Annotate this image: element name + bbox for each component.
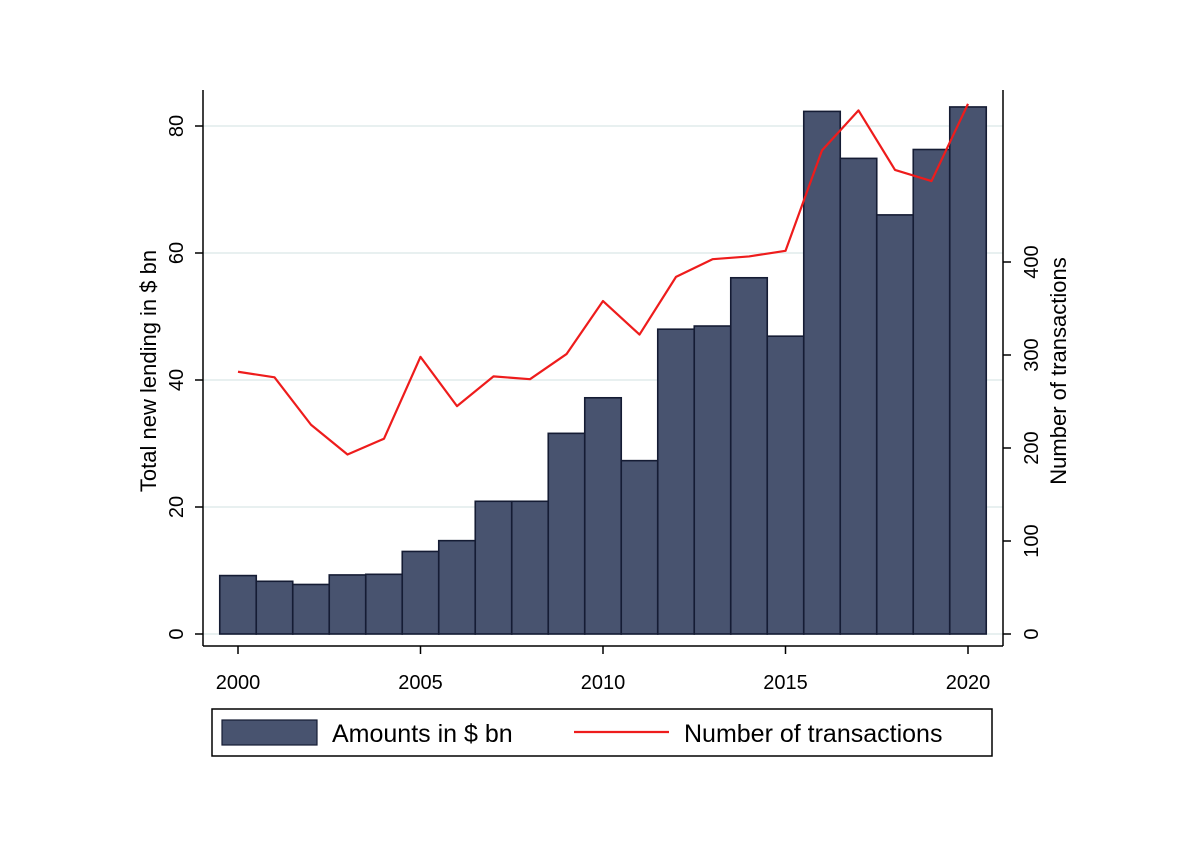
y-axis-right-title: Number of transactions: [1046, 257, 1071, 484]
bar: [658, 329, 695, 634]
bar: [950, 107, 987, 634]
x-tick-label: 2010: [581, 672, 626, 694]
bar: [840, 158, 877, 634]
y-right-tick-label: 0: [1021, 628, 1043, 639]
bar-series: [220, 107, 987, 634]
bar: [293, 584, 330, 634]
x-tick-label: 2005: [398, 672, 443, 694]
y-axis-left-title: Total new lending in $ bn: [136, 250, 161, 492]
y-right-tick-label: 200: [1021, 431, 1043, 464]
bar: [439, 541, 476, 634]
y-left-tick-label: 60: [166, 242, 188, 264]
bar: [402, 551, 439, 634]
y-left-tick-label: 0: [166, 628, 188, 639]
bar: [512, 501, 549, 634]
bar: [366, 574, 403, 634]
legend-label-line: Number of transactions: [684, 720, 942, 748]
y-left-tick-label: 80: [166, 115, 188, 137]
bar: [804, 111, 841, 634]
bar: [585, 398, 622, 634]
bar: [220, 576, 257, 634]
legend-swatch-bars: [222, 720, 317, 745]
y-right-tick-label: 100: [1021, 524, 1043, 557]
y-left-tick-label: 20: [166, 496, 188, 518]
y-right-tick-label: 400: [1021, 245, 1043, 278]
y-left-tick-label: 40: [166, 369, 188, 391]
bar: [621, 461, 658, 634]
x-tick-label: 2020: [946, 672, 991, 694]
bar: [475, 501, 512, 634]
legend-label-bars: Amounts in $ bn: [332, 720, 513, 748]
bar: [877, 215, 914, 634]
x-tick-label: 2015: [763, 672, 808, 694]
bar: [694, 326, 731, 634]
legend: Amounts in $ bn Number of transactions: [212, 709, 992, 756]
bar: [548, 433, 585, 634]
bar: [767, 336, 804, 634]
bar: [329, 575, 366, 634]
bar: [913, 149, 950, 634]
bar: [256, 581, 293, 634]
x-tick-label: 2000: [216, 672, 261, 694]
y-right-tick-label: 300: [1021, 338, 1043, 371]
bar: [731, 278, 768, 634]
